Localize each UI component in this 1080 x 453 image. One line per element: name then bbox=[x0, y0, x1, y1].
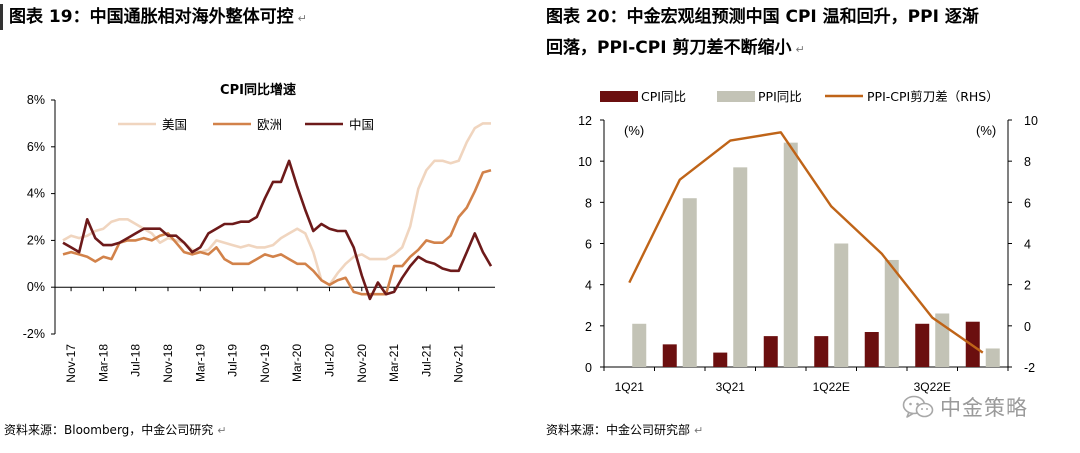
chart-series bbox=[62, 122, 493, 301]
spread-line bbox=[628, 131, 984, 354]
chart-legend: 美国 欧洲 中国 bbox=[118, 117, 374, 132]
x-tick-label: Mar-19 bbox=[193, 344, 207, 382]
left-unit-label: (%) bbox=[624, 123, 644, 138]
legend-label-us: 美国 bbox=[162, 117, 187, 132]
right-y-tick-label: 2 bbox=[1024, 279, 1031, 293]
chart-legend: CPI同比 PPI同比 PPI-CPI剪刀差（RHS） bbox=[600, 89, 999, 104]
chart-title: CPI同比增速 bbox=[220, 82, 296, 98]
left-y-tick-label: 0 bbox=[585, 361, 592, 375]
x-tick-label: Mar-18 bbox=[96, 344, 110, 382]
x-tick-label: Mar-20 bbox=[290, 344, 304, 382]
left-y-tick-label: 8 bbox=[585, 196, 592, 210]
bar-ppi_bar bbox=[733, 167, 748, 367]
bar-cpi_bar bbox=[814, 336, 829, 367]
x-tick-label: Jul-18 bbox=[129, 344, 143, 377]
legend-label-ppi: PPI同比 bbox=[758, 89, 802, 104]
chart-spread-line bbox=[628, 131, 984, 354]
wechat-icon bbox=[902, 395, 934, 418]
x-tick-label: Jul-20 bbox=[322, 344, 336, 377]
bar-ppi_bar bbox=[632, 323, 647, 367]
x-tick-label: Nov-20 bbox=[355, 344, 369, 383]
figure-20-title-text-2: 回落，PPI-CPI 剪刀差不断缩小 bbox=[546, 38, 792, 58]
y-tick-label: 8% bbox=[27, 93, 45, 107]
legend-label-cn: 中国 bbox=[349, 117, 374, 132]
bar-cpi_bar bbox=[864, 332, 879, 367]
bar-cpi_bar bbox=[713, 352, 728, 367]
bar-ppi_bar bbox=[834, 243, 849, 367]
bar-ppi_bar bbox=[783, 142, 798, 367]
figure-20-title-text-1: 图表 20：中金宏观组预测中国 CPI 温和回升，PPI 逐渐 bbox=[546, 7, 979, 27]
figure-19-title: 图表 19：中国通胀相对海外整体可控 ↵ bbox=[9, 2, 307, 34]
series-line-eu bbox=[62, 168, 492, 296]
y-tick-label: 2% bbox=[27, 233, 45, 247]
x-tick-label: Mar-21 bbox=[387, 344, 401, 382]
paragraph-mark: ↵ bbox=[217, 424, 227, 437]
figure-20-title-line-2: 回落，PPI-CPI 剪刀差不断缩小 ↵ bbox=[546, 33, 805, 65]
left-y-tick-label: 6 bbox=[585, 238, 592, 252]
bar-cpi_bar bbox=[915, 323, 930, 367]
x-tick-label: Nov-19 bbox=[258, 344, 272, 383]
y-tick-label: 6% bbox=[27, 140, 45, 154]
y-tick-label: 4% bbox=[27, 187, 45, 201]
paragraph-mark: ↵ bbox=[795, 43, 805, 56]
y-tick-label: 0% bbox=[27, 280, 45, 294]
cpi-ppi-forecast-combo-chart: CPI同比 PPI同比 PPI-CPI剪刀差（RHS） 0 2 4 6 8 10 12 -2 0 2 4… bbox=[578, 89, 1038, 394]
right-y-tick-label: 0 bbox=[1024, 320, 1031, 334]
right-y-tick-label: 10 bbox=[1024, 114, 1038, 128]
figure-19-source-text: 资料来源：Bloomberg，中金公司研究 bbox=[4, 423, 214, 437]
bar-ppi_bar bbox=[682, 198, 697, 367]
x-tick-label: 1Q22E bbox=[813, 380, 850, 394]
right-y-tick-label: -2 bbox=[1024, 361, 1035, 375]
bar-ppi_bar bbox=[884, 259, 899, 367]
legend-swatch-cpi bbox=[600, 91, 638, 102]
figure-20-source-text: 资料来源：中金公司研究部 bbox=[546, 423, 691, 437]
x-tick-label: Nov-18 bbox=[161, 344, 175, 383]
left-y-tick-label: 12 bbox=[578, 114, 592, 128]
series-line-us bbox=[62, 122, 491, 287]
legend-label-eu: 欧洲 bbox=[257, 117, 282, 132]
legend-label-spread: PPI-CPI剪刀差（RHS） bbox=[867, 89, 999, 104]
paragraph-mark: ↵ bbox=[297, 12, 307, 25]
bar-cpi_bar bbox=[662, 344, 677, 367]
x-tick-label: 1Q21 bbox=[615, 380, 645, 394]
figure-20-source: 资料来源：中金公司研究部 ↵ bbox=[546, 421, 703, 438]
figure-20-title-line-1: 图表 20：中金宏观组预测中国 CPI 温和回升，PPI 逐渐 bbox=[546, 2, 979, 32]
wechat-watermark: 中金策略 bbox=[902, 392, 1028, 422]
x-tick-label: Jul-19 bbox=[226, 344, 240, 377]
x-tick-label: Jul-21 bbox=[419, 344, 433, 377]
left-y-tick-label: 2 bbox=[585, 320, 592, 334]
y-tick-label: -2% bbox=[23, 327, 45, 341]
watermark-text: 中金策略 bbox=[940, 396, 1028, 420]
paragraph-mark: ↵ bbox=[694, 424, 704, 437]
x-tick-label: 3Q22E bbox=[914, 380, 951, 394]
cpi-yoy-line-chart: CPI同比增速 美国 欧洲 中国 -2% 0% 2% 4% 6% 8% Nov-17 Mar-18… bbox=[23, 82, 495, 383]
bar-ppi_bar bbox=[985, 348, 1000, 367]
right-y-tick-label: 8 bbox=[1024, 155, 1031, 169]
x-tick-label: Nov-17 bbox=[64, 344, 78, 383]
chart-bars bbox=[632, 142, 1000, 367]
series-line-cn bbox=[62, 159, 493, 301]
x-tick-label: Nov-21 bbox=[452, 344, 466, 383]
left-y-tick-label: 4 bbox=[585, 279, 592, 293]
right-y-tick-label: 4 bbox=[1024, 238, 1031, 252]
title-accent-bar bbox=[0, 4, 3, 30]
legend-swatch-ppi bbox=[717, 91, 755, 102]
left-y-tick-label: 10 bbox=[578, 155, 592, 169]
x-tick-label: 3Q21 bbox=[716, 380, 746, 394]
right-unit-label: (%) bbox=[976, 123, 996, 138]
legend-label-cpi: CPI同比 bbox=[641, 89, 686, 104]
chart-axes: -2% 0% 2% 4% 6% 8% Nov-17 Mar-18 Jul-18 Nov-18 Mar… bbox=[23, 93, 495, 383]
figure-19-source: 资料来源：Bloomberg，中金公司研究 ↵ bbox=[4, 421, 227, 438]
right-y-tick-label: 6 bbox=[1024, 196, 1031, 210]
bar-cpi_bar bbox=[763, 336, 778, 367]
figure-19-title-text: 图表 19：中国通胀相对海外整体可控 bbox=[9, 7, 294, 27]
